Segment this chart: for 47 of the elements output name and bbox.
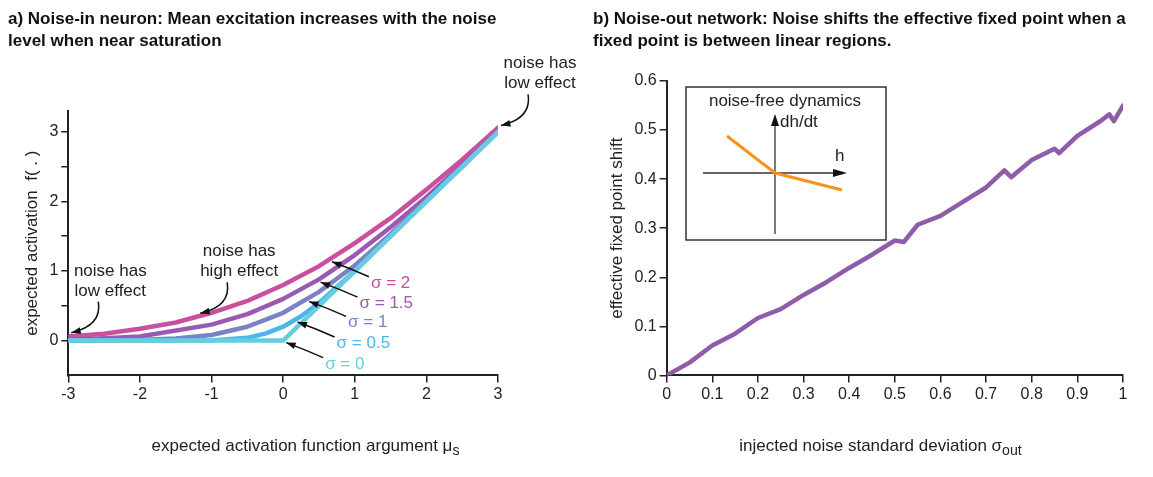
y-tick-label: 0.3 xyxy=(634,218,657,236)
x-tick-label: 1 xyxy=(1118,385,1128,403)
series-label: σ = 2 xyxy=(370,272,411,292)
text: σ = 0 xyxy=(325,353,365,373)
y-axis-title: expected activation f( . ) xyxy=(21,150,41,336)
x-tick-label: 0 xyxy=(278,385,288,403)
x-tick-label: 0.5 xyxy=(883,385,907,403)
x-tick-label: 0.9 xyxy=(1066,385,1089,403)
y-tick-label: 2 xyxy=(49,191,59,209)
y-tick-label: 0.2 xyxy=(634,267,657,285)
annotation: dh/dt xyxy=(780,112,819,131)
x-tick-label: 0.2 xyxy=(746,385,770,403)
y-tick-label: 0.5 xyxy=(634,120,657,138)
annotation: noise-free dynamics xyxy=(708,91,862,110)
x-axis-title: expected activation function argument μ$_{s}$ xyxy=(150,436,461,459)
y-tick-label: 0 xyxy=(647,365,657,383)
x-tick-label: -3 xyxy=(61,385,76,403)
annotation: noise has high effect xyxy=(200,241,279,281)
y-axis-title: effective fixed point shift xyxy=(606,137,626,319)
x-tick-label: 0.3 xyxy=(792,385,815,403)
x-tick-label: 1 xyxy=(350,385,360,403)
y-tick-label: 1 xyxy=(49,261,59,279)
x-tick-label: 0.7 xyxy=(974,385,998,403)
y-tick-label: 0.1 xyxy=(634,316,657,334)
x-axis-title: injected noise standard deviation σ$_{out}$ xyxy=(738,436,1023,459)
x-tick-label: 0.4 xyxy=(838,385,861,403)
x-tick-label: 2 xyxy=(421,385,431,403)
x-tick-label: -1 xyxy=(204,385,219,403)
chart-title: b) Noise-out network: Noise shifts the effective fixed point when a fixed point is between linear regions. xyxy=(593,8,1127,52)
x-tick-label: 0.8 xyxy=(1020,385,1043,403)
y-tick-label: 0 xyxy=(49,331,59,349)
x-tick-label: -2 xyxy=(132,385,148,403)
series-label: σ = 1 xyxy=(348,312,388,332)
annotation: h xyxy=(835,146,845,165)
annotation: noise has low effect xyxy=(503,53,577,93)
x-tick-label: 3 xyxy=(493,385,503,403)
annotation: noise has low effect xyxy=(73,260,147,300)
x-tick-label: 0.6 xyxy=(929,385,952,403)
x-tick-label: 0 xyxy=(662,385,672,403)
text: σ = 1.5 xyxy=(359,293,414,313)
y-tick-label: 0.4 xyxy=(634,169,657,187)
y-tick-label: 0.6 xyxy=(634,71,657,89)
inset-diagram: noise-free dynamics dh/dt h xyxy=(685,86,887,241)
y-tick-label: 3 xyxy=(49,122,59,140)
text: σ = 0.5 xyxy=(336,333,391,353)
chart-title: a) Noise-in neuron: Mean excitation increases with the noise level when near saturation xyxy=(8,9,497,50)
x-tick-label: 0.1 xyxy=(701,385,724,403)
